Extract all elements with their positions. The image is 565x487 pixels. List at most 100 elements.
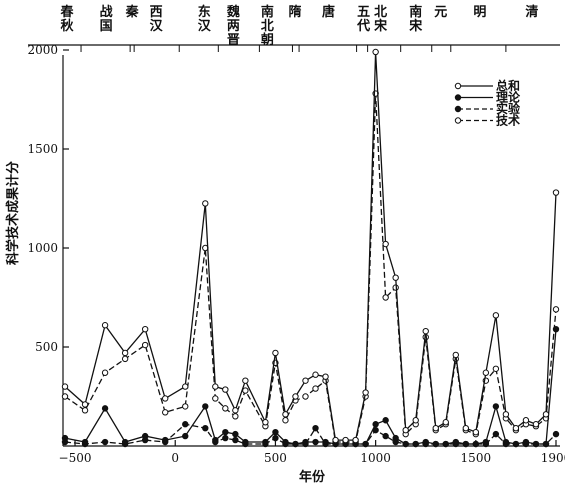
data-point	[312, 385, 319, 392]
data-point	[522, 417, 530, 424]
y-tick-label: 500	[35, 340, 58, 354]
data-point	[182, 432, 189, 440]
data-point	[482, 438, 490, 446]
data-point	[372, 48, 379, 56]
dynasty-label: 秦	[125, 4, 140, 20]
data-point	[512, 440, 520, 448]
data-point	[242, 387, 249, 394]
data-point	[272, 349, 279, 357]
data-point	[162, 436, 169, 444]
y-ticks: 500 1000 1500 2000	[27, 43, 69, 354]
data-point	[552, 189, 560, 196]
data-point	[222, 434, 229, 442]
data-point	[312, 424, 319, 432]
data-point	[512, 424, 520, 432]
data-point	[502, 411, 510, 418]
data-point	[502, 438, 510, 446]
data-point	[232, 436, 239, 444]
data-point	[141, 325, 149, 333]
data-point	[492, 365, 500, 372]
data-point	[462, 440, 470, 448]
data-point	[272, 434, 279, 442]
data-point	[81, 401, 89, 408]
data-point	[392, 274, 399, 281]
data-point	[292, 393, 299, 400]
data-point	[232, 407, 239, 414]
dynasty-label-char: 代	[356, 18, 370, 34]
data-point	[492, 312, 500, 319]
dynasty-label: 战国	[100, 4, 113, 34]
dynasty-label-char: 汉	[198, 18, 212, 34]
dynasty-label-char: 秋	[61, 18, 75, 34]
data-point	[282, 411, 289, 418]
data-point	[432, 440, 439, 448]
data-point	[61, 383, 69, 390]
dynasty-dividers	[80, 45, 507, 52]
data-point	[262, 419, 269, 426]
legend-label: 实验	[496, 101, 521, 116]
data-point	[262, 438, 269, 446]
data-point	[202, 403, 209, 410]
dynasty-label: 南宋	[408, 4, 423, 34]
data-point	[322, 438, 329, 446]
series-line	[64, 423, 557, 445]
data-point	[332, 436, 339, 444]
data-point	[232, 430, 239, 438]
dynasty-label-char: 北	[261, 19, 274, 34]
data-point	[302, 377, 309, 384]
data-point	[402, 440, 409, 448]
data-point	[101, 405, 109, 412]
data-point	[402, 426, 409, 434]
data-point	[212, 383, 219, 390]
y-axis-title: 科学技术成果计分	[5, 161, 21, 265]
x-tick-label: 500	[264, 451, 287, 465]
dynasty-labels: 春秋战国秦 西汉东汉魏两晋南北朝隋唐五代北宋南宋元明清	[60, 4, 539, 48]
legend-label: 技术	[496, 113, 520, 128]
data-point	[412, 417, 419, 424]
data-point	[101, 438, 109, 446]
dynasty-label-char: 国	[100, 19, 113, 34]
dynasty-label: 魏两晋	[226, 4, 240, 48]
series-line	[64, 51, 557, 441]
data-point	[292, 440, 299, 448]
series-line	[64, 329, 557, 445]
data-point	[382, 294, 389, 301]
data-point	[182, 403, 189, 410]
data-point	[212, 395, 219, 402]
dynasty-label: 南北朝	[261, 4, 274, 48]
data-point	[222, 386, 229, 393]
series-layer	[61, 48, 560, 448]
data-point	[422, 438, 429, 446]
data-point	[61, 393, 69, 400]
data-point	[382, 417, 389, 424]
data-point	[101, 322, 109, 329]
dynasty-label-char: 元	[434, 5, 447, 20]
data-point	[81, 407, 89, 414]
data-point	[242, 438, 249, 446]
data-point	[532, 421, 540, 428]
data-point	[121, 355, 129, 363]
dynasty-label-char: 东	[198, 4, 211, 20]
dynasty-label: 隋	[289, 4, 302, 20]
data-point	[492, 430, 500, 438]
data-point	[492, 403, 500, 410]
x-ticks: −500 0 500 1000 1500 1900	[59, 440, 565, 465]
data-point	[302, 438, 309, 446]
dynasty-label-char: 北	[374, 5, 387, 20]
dynasty-label-char: 五	[357, 5, 370, 20]
data-point	[382, 240, 389, 248]
data-point	[121, 349, 129, 357]
legend-marker	[454, 82, 462, 90]
data-point	[202, 200, 209, 207]
dynasty-label-char: 春	[60, 4, 75, 20]
data-point	[162, 409, 169, 416]
data-point	[272, 428, 279, 436]
x-axis-title: 年份	[299, 469, 326, 485]
data-point	[162, 395, 169, 402]
data-point	[242, 377, 249, 384]
data-point	[412, 440, 419, 448]
x-tick-label: −500	[59, 451, 92, 465]
data-point	[222, 405, 229, 412]
data-point	[121, 438, 129, 446]
